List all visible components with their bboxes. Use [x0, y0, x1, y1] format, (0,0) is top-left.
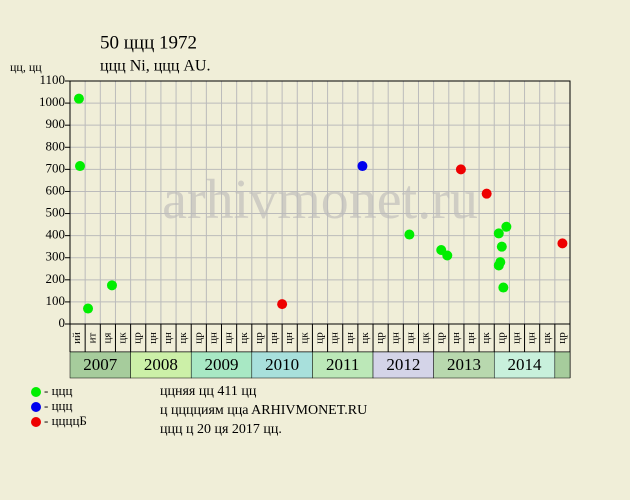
column-label: цн — [404, 332, 416, 344]
data-point — [455, 164, 466, 175]
column-label: цн — [147, 332, 159, 344]
legend-label: - ццц — [44, 383, 72, 398]
year-cell — [372, 351, 434, 379]
legend-marker — [31, 417, 41, 427]
watermark: arhivmonet.ru — [162, 169, 478, 231]
year-label: 2011 — [326, 355, 359, 374]
data-point — [404, 229, 415, 240]
column-label: цк — [480, 332, 492, 344]
column-label: цн — [526, 332, 538, 344]
data-point — [495, 257, 506, 268]
column-label: цн — [283, 332, 295, 344]
column-label: цк — [177, 332, 189, 344]
y-tick-label: 1100 — [39, 72, 65, 87]
y-tick-label: 200 — [46, 271, 66, 286]
data-point — [498, 282, 509, 293]
y-tick-label: 500 — [46, 205, 66, 220]
legend-label: - ццц — [44, 398, 72, 413]
data-point — [277, 299, 288, 310]
column-label: цк — [238, 332, 250, 344]
column-label: цк — [420, 332, 432, 344]
chart-subtitle: ццц Ni, ццц AU. — [100, 58, 210, 75]
year-cell — [251, 351, 313, 379]
data-point — [73, 93, 84, 104]
y-tick-label: 0 — [59, 315, 66, 330]
year-label: 2009 — [205, 355, 239, 374]
legend-marker — [31, 387, 41, 397]
y-axis-label: цц, цц — [10, 60, 42, 74]
data-point — [557, 238, 568, 249]
data-point — [496, 241, 507, 252]
column-label: цр — [253, 332, 265, 344]
column-label: цр — [495, 332, 507, 344]
legend-marker — [31, 402, 41, 412]
y-tick-label: 100 — [46, 293, 66, 308]
column-label: цн — [223, 332, 235, 344]
column-label: цн — [450, 332, 462, 344]
year-cell — [69, 351, 131, 379]
y-tick-label: 300 — [46, 249, 66, 264]
data-point — [442, 250, 453, 261]
column-label: цк — [359, 332, 371, 344]
data-point — [75, 161, 85, 172]
column-label: цн — [162, 332, 174, 344]
column-label: цн — [511, 332, 523, 344]
y-tick-label: 1000 — [39, 94, 65, 109]
column-label: цн — [207, 332, 219, 344]
column-label: цр — [132, 332, 144, 344]
year-cell — [312, 351, 374, 379]
data-point — [493, 228, 504, 239]
year-cell — [493, 351, 556, 379]
column-label: ця — [101, 333, 113, 344]
year-label: 2013 — [447, 355, 481, 374]
year-label: 2012 — [386, 355, 420, 374]
year-label: 2008 — [144, 355, 178, 374]
legend-label: - ццццБ — [44, 413, 87, 428]
data-point — [106, 280, 117, 291]
chart-title: 50 ццц 1972 — [100, 32, 197, 53]
column-label: ит — [86, 332, 98, 343]
y-tick-label: 900 — [46, 116, 66, 131]
note: ццняя цц 411 цц — [160, 384, 257, 399]
data-point — [357, 161, 368, 172]
column-label: цк — [117, 332, 129, 344]
column-label: цр — [374, 332, 386, 344]
column-label: ий — [71, 332, 83, 344]
year-cell — [433, 351, 495, 379]
column-label: цр — [556, 332, 568, 344]
column-label: цн — [465, 332, 477, 344]
column-label: цн — [344, 332, 356, 344]
year-label: 2010 — [265, 355, 299, 374]
column-label: цк — [541, 332, 553, 344]
year-label: 2014 — [508, 355, 543, 374]
note: ццц ц 20 ця 2017 цц. — [160, 422, 282, 437]
y-tick-label: 600 — [46, 182, 66, 197]
data-point — [501, 221, 512, 232]
data-point — [83, 303, 94, 314]
column-label: цр — [314, 332, 326, 344]
year-cell — [554, 351, 571, 379]
column-label: цр — [435, 332, 447, 344]
y-tick-label: 800 — [46, 138, 66, 153]
year-label: 2007 — [83, 355, 118, 374]
note: ц цццциям ццa ARHIVMONET.RU — [160, 403, 367, 418]
plot-frame — [69, 80, 571, 325]
column-label: цн — [268, 332, 280, 344]
column-label: цк — [298, 332, 310, 344]
column-label: цн — [329, 332, 341, 344]
column-label: цн — [389, 332, 401, 344]
y-tick-label: 700 — [46, 160, 66, 175]
column-label: цр — [192, 332, 204, 344]
y-tick-label: 400 — [46, 227, 66, 242]
data-point — [481, 188, 492, 199]
year-cell — [130, 351, 192, 379]
